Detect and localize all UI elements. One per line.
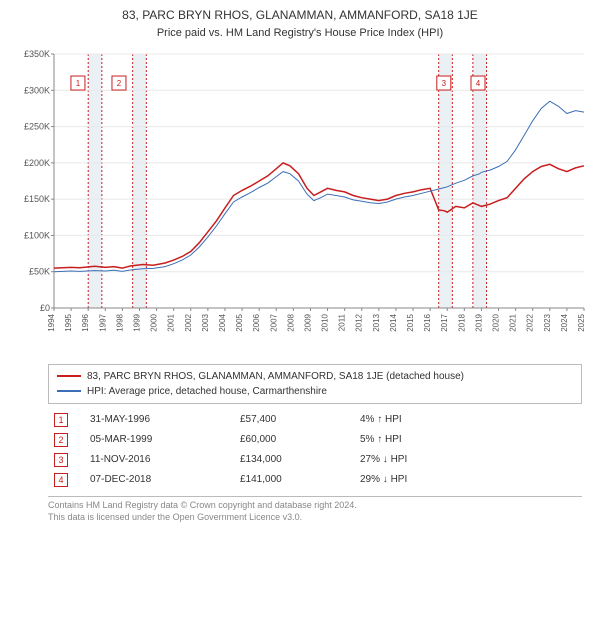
y-tick-label: £50K xyxy=(29,267,50,277)
y-tick-label: £200K xyxy=(24,158,50,168)
x-tick-label: 2012 xyxy=(355,313,364,331)
x-tick-label: 2021 xyxy=(509,313,518,331)
y-tick-label: £350K xyxy=(24,49,50,59)
event-band xyxy=(473,54,487,308)
y-tick-label: £0 xyxy=(40,303,50,313)
chart-area: £0 £50K £100K £150K £200K £250K £300K £350K 1994… xyxy=(8,46,592,356)
sale-delta: 29% ↓ HPI xyxy=(354,470,582,490)
y-tick-label: £300K xyxy=(24,85,50,95)
y-tick-label: £150K xyxy=(24,194,50,204)
sales-table: 1 31-MAY-1996£57,4004% ↑ HPI 2 05-MAR-1999£… xyxy=(48,410,582,490)
x-tick-label: 2017 xyxy=(440,313,449,331)
legend-label: 83, PARC BRYN RHOS, GLANAMMAN, AMMANFORD… xyxy=(87,369,464,384)
x-tick-label: 2007 xyxy=(269,313,278,331)
x-tick-label: 2016 xyxy=(423,313,432,331)
legend-row: HPI: Average price, detached house, Carm… xyxy=(57,384,573,399)
sale-marker-icon: 1 xyxy=(54,413,68,427)
sale-marker-num: 2 xyxy=(117,79,122,88)
x-tick-label: 1998 xyxy=(115,313,124,331)
x-tick-label: 2020 xyxy=(492,313,501,331)
x-tick-label: 2022 xyxy=(526,313,535,331)
table-row: 1 31-MAY-1996£57,4004% ↑ HPI xyxy=(48,410,582,430)
x-tick-label: 2013 xyxy=(372,313,381,331)
sale-marker-num: 4 xyxy=(476,79,481,88)
sale-delta: 4% ↑ HPI xyxy=(354,410,582,430)
x-tick-label: 2008 xyxy=(286,313,295,331)
sale-marker-num: 1 xyxy=(76,79,81,88)
title-main: 83, PARC BRYN RHOS, GLANAMMAN, AMMANFORD… xyxy=(8,8,592,24)
x-tick-label: 2000 xyxy=(150,313,159,331)
sale-date: 31-MAY-1996 xyxy=(84,410,234,430)
x-tick-label: 2015 xyxy=(406,313,415,331)
sale-delta: 27% ↓ HPI xyxy=(354,450,582,470)
sale-marker-icon: 4 xyxy=(54,473,68,487)
y-tick-label: £250K xyxy=(24,121,50,131)
legend-swatch xyxy=(57,375,81,377)
sale-marker-icon: 3 xyxy=(54,453,68,467)
y-tick-label: £100K xyxy=(24,230,50,240)
x-tick-label: 2003 xyxy=(201,313,210,331)
x-tick-label: 2014 xyxy=(389,313,398,331)
x-tick-label: 2025 xyxy=(577,313,586,331)
sale-marker-icon: 2 xyxy=(54,433,68,447)
x-tick-label: 2004 xyxy=(218,313,227,331)
x-tick-label: 1994 xyxy=(47,313,56,331)
x-tick-label: 2024 xyxy=(560,313,569,331)
x-tick-label: 2019 xyxy=(474,313,483,331)
sale-marker-num: 3 xyxy=(442,79,447,88)
page-container: 83, PARC BRYN RHOS, GLANAMMAN, AMMANFORD… xyxy=(0,0,600,527)
table-row: 3 11-NOV-2016£134,00027% ↓ HPI xyxy=(48,450,582,470)
legend-swatch xyxy=(57,390,81,392)
sale-date: 07-DEC-2018 xyxy=(84,470,234,490)
x-tick-label: 2011 xyxy=(338,313,347,331)
x-tick-label: 1995 xyxy=(64,313,73,331)
sale-price: £134,000 xyxy=(234,450,354,470)
sale-price: £57,400 xyxy=(234,410,354,430)
table-row: 2 05-MAR-1999£60,0005% ↑ HPI xyxy=(48,430,582,450)
footer: Contains HM Land Registry data © Crown c… xyxy=(48,496,582,523)
event-band xyxy=(88,54,102,308)
table-row: 4 07-DEC-2018£141,00029% ↓ HPI xyxy=(48,470,582,490)
x-tick-label: 2023 xyxy=(543,313,552,331)
sale-date: 11-NOV-2016 xyxy=(84,450,234,470)
sale-price: £60,000 xyxy=(234,430,354,450)
x-tick-label: 2001 xyxy=(167,313,176,331)
x-tick-label: 2009 xyxy=(303,313,312,331)
legend-row: 83, PARC BRYN RHOS, GLANAMMAN, AMMANFORD… xyxy=(57,369,573,384)
legend: 83, PARC BRYN RHOS, GLANAMMAN, AMMANFORD… xyxy=(48,364,582,404)
x-tick-label: 2018 xyxy=(457,313,466,331)
x-tick-label: 1999 xyxy=(132,313,141,331)
x-tick-label: 1997 xyxy=(98,313,107,331)
event-band xyxy=(439,54,453,308)
x-tick-label: 1996 xyxy=(81,313,90,331)
footer-line-1: Contains HM Land Registry data © Crown c… xyxy=(48,500,582,512)
price-chart: £0 £50K £100K £150K £200K £250K £300K £350K 1994… xyxy=(8,46,592,356)
x-tick-label: 2002 xyxy=(184,313,193,331)
title-sub: Price paid vs. HM Land Registry's House … xyxy=(8,26,592,40)
sale-delta: 5% ↑ HPI xyxy=(354,430,582,450)
title-block: 83, PARC BRYN RHOS, GLANAMMAN, AMMANFORD… xyxy=(8,8,592,40)
sale-price: £141,000 xyxy=(234,470,354,490)
footer-line-2: This data is licensed under the Open Gov… xyxy=(48,512,582,524)
x-tick-label: 2010 xyxy=(321,313,330,331)
legend-label: HPI: Average price, detached house, Carm… xyxy=(87,384,327,399)
x-tick-label: 2006 xyxy=(252,313,261,331)
x-tick-label: 2005 xyxy=(235,313,244,331)
sale-date: 05-MAR-1999 xyxy=(84,430,234,450)
